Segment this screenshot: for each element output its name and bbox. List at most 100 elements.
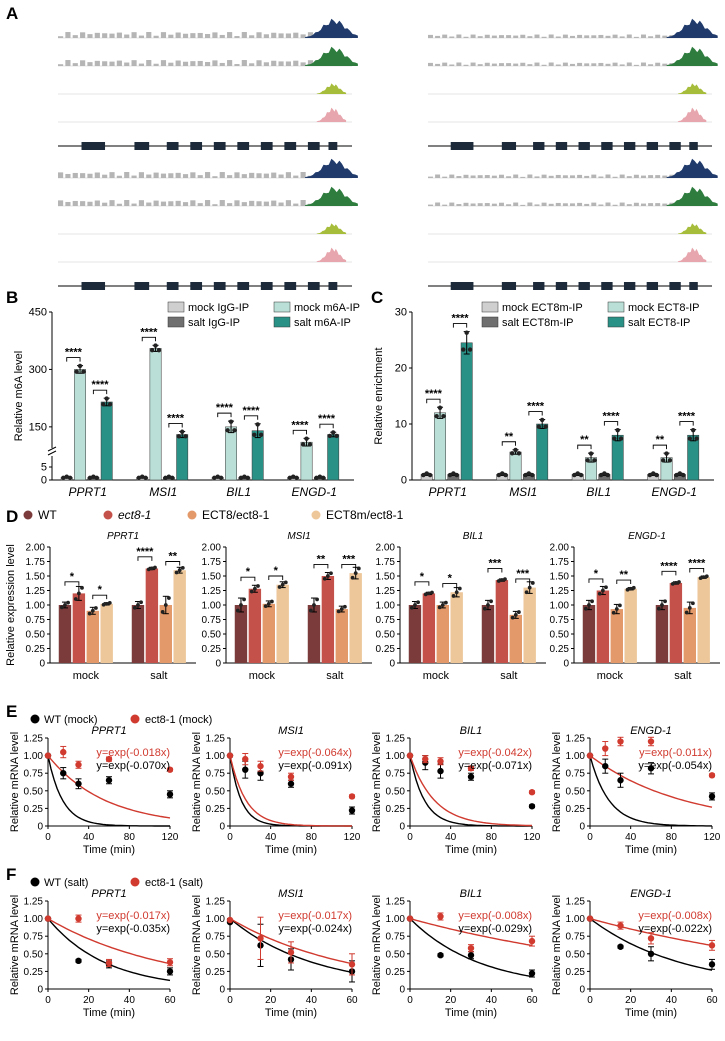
subplot-title: MSI1 xyxy=(287,531,310,542)
data-dot xyxy=(239,603,243,607)
y-tick-label: 0 xyxy=(399,985,405,996)
data-dot xyxy=(503,577,507,582)
coverage-bar xyxy=(234,200,240,206)
data-dot xyxy=(664,451,669,456)
data-dot xyxy=(587,603,591,607)
coverage-bar xyxy=(182,202,189,206)
coverage-bar xyxy=(555,64,561,66)
exon xyxy=(646,282,659,290)
x-tick-label: ENGD-1 xyxy=(652,485,697,499)
data-dot xyxy=(690,427,696,433)
legend-label: ECT8/ect8-1 xyxy=(202,508,270,522)
exon xyxy=(623,142,636,150)
data-dot xyxy=(300,442,306,447)
y-tick-label: 1.00 xyxy=(566,751,586,762)
sig-label: **** xyxy=(602,411,620,423)
coverage-bar xyxy=(491,35,497,38)
sig-label: **** xyxy=(65,347,83,359)
y-tick-label: 0 xyxy=(37,985,43,996)
data-dot xyxy=(536,424,541,429)
coverage-bar xyxy=(278,61,284,66)
exon xyxy=(646,142,659,150)
coverage-bar xyxy=(227,60,233,66)
exon xyxy=(578,142,590,150)
sig-label: ** xyxy=(505,431,514,443)
coverage-bar xyxy=(65,201,71,206)
coverage-bar xyxy=(520,34,526,38)
data-dot xyxy=(454,590,459,595)
coverage-bar xyxy=(307,60,314,66)
legend-dot xyxy=(130,714,140,724)
legend-label: WT (mock) xyxy=(44,714,98,726)
coverage-bar xyxy=(241,60,247,66)
data-dot xyxy=(294,475,299,481)
y-tick-label: 1.75 xyxy=(26,557,46,568)
data-dot xyxy=(430,590,434,595)
data-dot xyxy=(704,574,709,579)
subplot-title: PPRT1 xyxy=(91,725,126,737)
coverage-bar xyxy=(584,203,590,206)
fit-curve xyxy=(589,755,713,808)
x-tick-label: 60 xyxy=(706,995,718,1006)
exon xyxy=(623,282,636,290)
x-tick-label: 40 xyxy=(486,995,498,1006)
coverage-bar xyxy=(491,203,497,206)
coverage-bar xyxy=(212,60,218,66)
coverage-bar xyxy=(541,174,547,178)
coverage-bar xyxy=(463,36,469,38)
coverage-bar xyxy=(234,172,240,178)
coverage-bar xyxy=(428,34,433,38)
bar xyxy=(536,423,549,481)
bar xyxy=(509,451,522,481)
data-dot xyxy=(409,605,414,610)
data-dot xyxy=(524,590,529,595)
x-tick-label: mock xyxy=(249,670,276,682)
data-dot xyxy=(146,567,151,572)
coverage-bar xyxy=(641,34,646,38)
data-dot xyxy=(654,472,659,478)
coverage-bar xyxy=(271,172,277,178)
data-dot xyxy=(694,436,699,441)
x-tick-label: 40 xyxy=(83,832,95,843)
data-point xyxy=(257,770,264,777)
coverage-bar xyxy=(72,63,78,66)
data-point xyxy=(44,915,52,922)
subplot-title: MSI1 xyxy=(278,725,304,737)
coverage-bar xyxy=(633,36,639,38)
panel-label-b: B xyxy=(6,288,18,307)
data-dot xyxy=(618,436,624,441)
peak xyxy=(666,186,718,206)
sig-bracket xyxy=(426,398,441,404)
data-dot xyxy=(74,369,79,374)
coverage-bar xyxy=(219,200,225,206)
x-tick-label: 20 xyxy=(445,995,457,1006)
coverage-bar xyxy=(80,173,86,178)
subplot-title: ENGD-1 xyxy=(628,531,666,542)
data-dot xyxy=(266,601,271,606)
data-point xyxy=(647,765,655,772)
x-tick-label: 80 xyxy=(306,832,318,843)
data-point xyxy=(287,949,295,956)
y-axis-label: Relative mRNA level xyxy=(9,895,21,995)
legend-dot xyxy=(187,510,197,520)
coverage-bar xyxy=(285,200,291,206)
coverage-bar xyxy=(470,62,476,66)
coverage-bar xyxy=(153,63,159,66)
data-dot xyxy=(317,474,323,479)
exon xyxy=(601,282,613,290)
data-dot xyxy=(663,599,667,604)
data-dot xyxy=(684,610,689,615)
data-dot xyxy=(252,586,257,591)
coverage-bar xyxy=(285,172,291,178)
bar xyxy=(149,348,162,481)
coverage-bar xyxy=(442,34,448,38)
data-dot xyxy=(140,474,145,479)
coverage-bar xyxy=(131,203,137,206)
coverage-bar xyxy=(506,35,512,38)
coverage-bar xyxy=(65,173,71,178)
coverage-bar xyxy=(484,34,490,38)
x-tick-label: MSI1 xyxy=(149,485,177,499)
x-tick-label: 80 xyxy=(666,832,678,843)
